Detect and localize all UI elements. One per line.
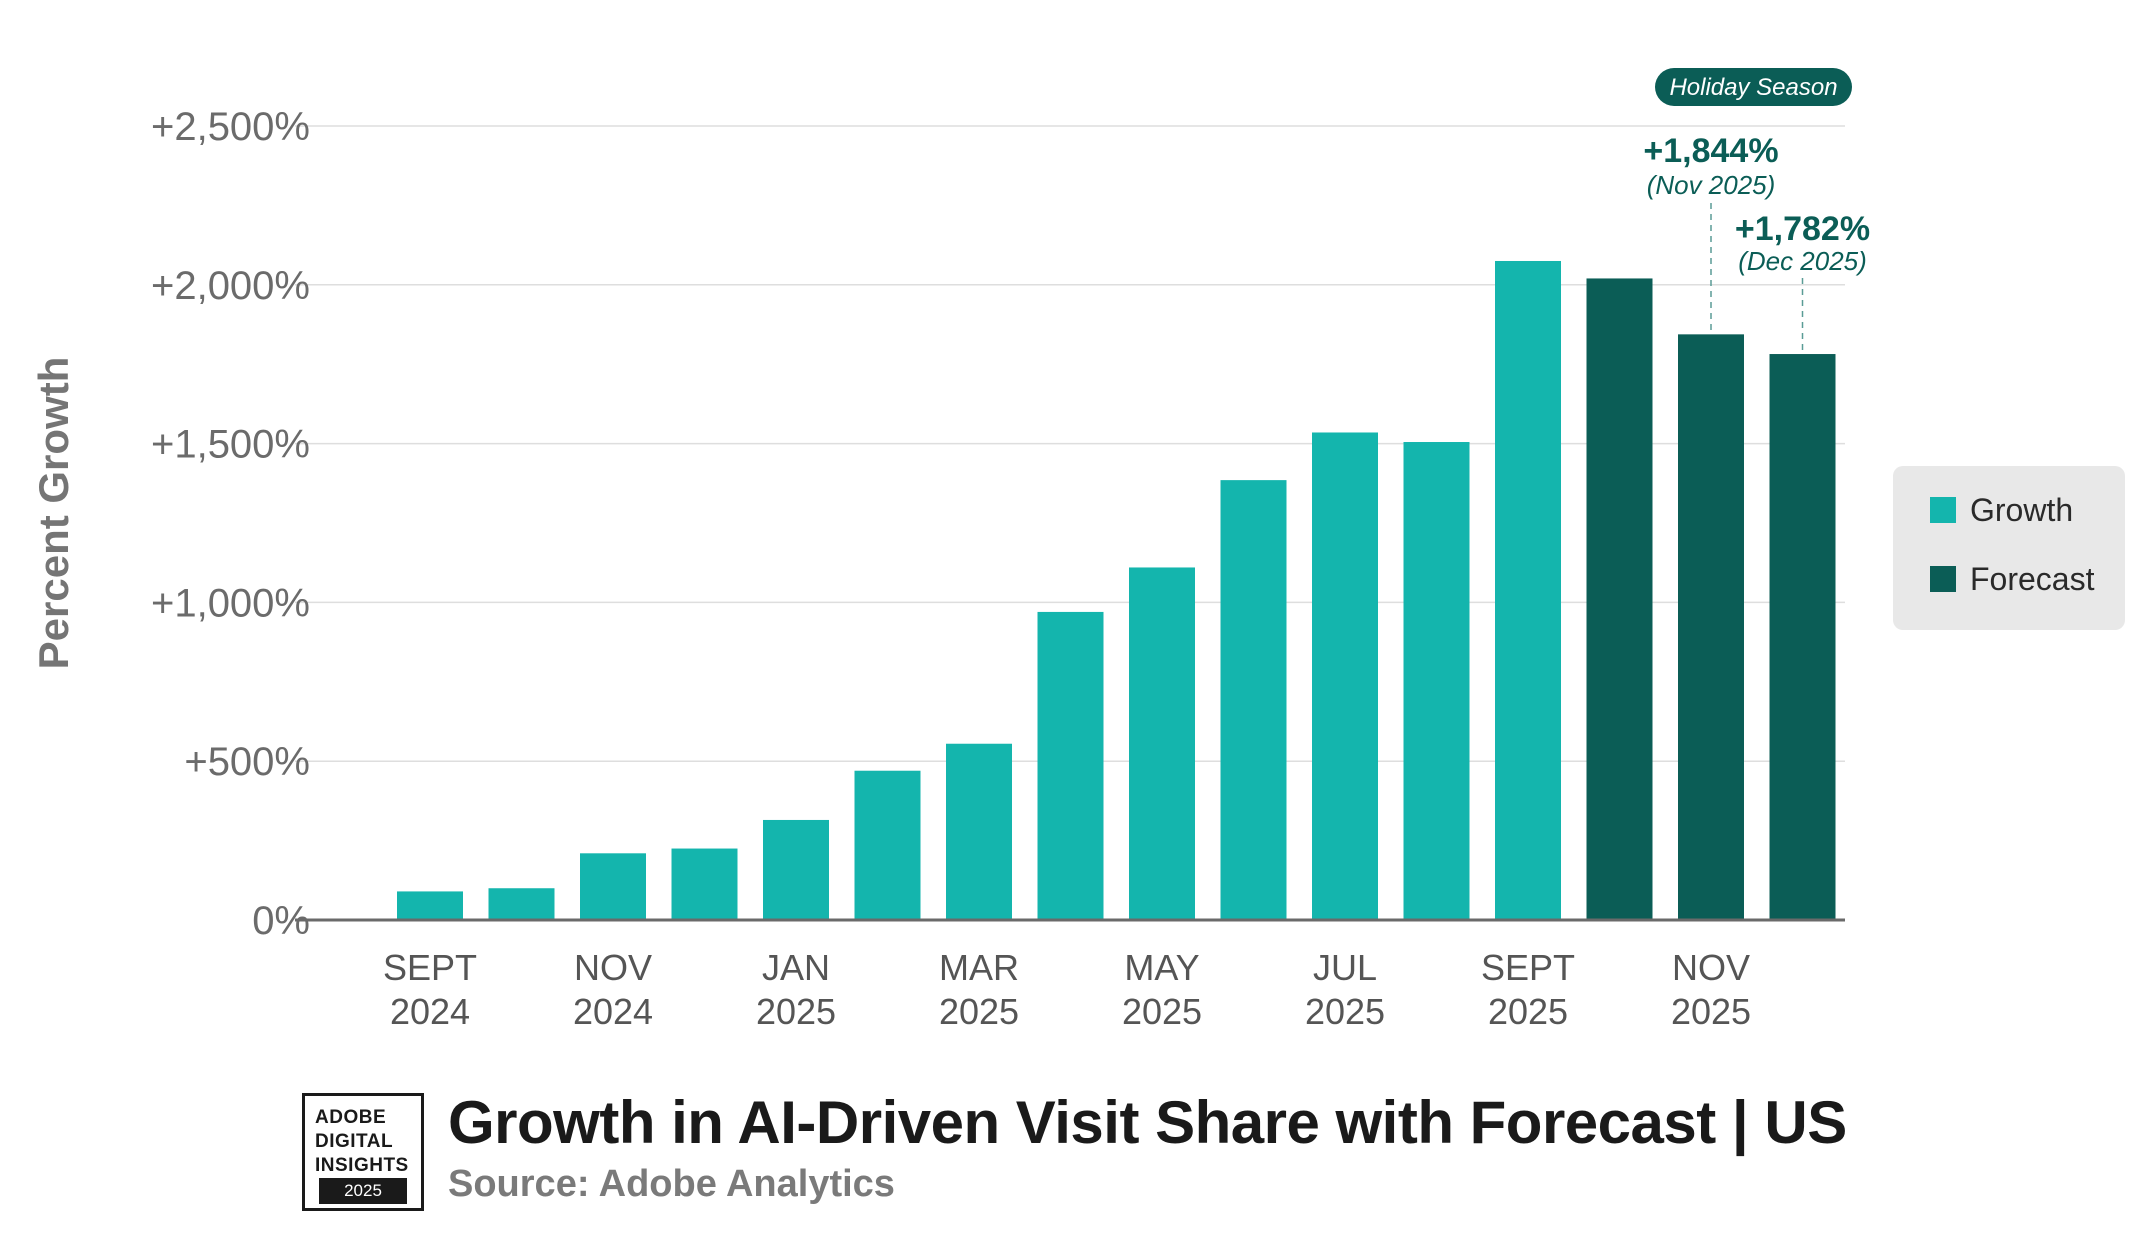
bar-growth	[397, 891, 463, 920]
holiday-season-badge-label: Holiday Season	[1669, 74, 1837, 101]
bar-growth	[1129, 567, 1195, 920]
logo-year: 2025	[319, 1178, 407, 1204]
x-tick-label: 2025	[939, 991, 1019, 1032]
x-tick-label: SEPT	[383, 947, 477, 988]
bar-growth	[671, 848, 738, 920]
annotation-date: (Dec 2025)	[1738, 246, 1867, 276]
x-tick-label: 2024	[390, 991, 470, 1032]
legend-label-growth: Growth	[1970, 492, 2073, 528]
legend-box	[1893, 466, 2125, 630]
bar-growth	[946, 743, 1012, 920]
y-axis-title: Percent Growth	[30, 357, 77, 670]
x-tick-label: 2025	[1671, 991, 1751, 1032]
logo-line-1: ADOBE	[315, 1107, 387, 1128]
bar-growth	[1037, 611, 1104, 920]
annotation-value: +1,844%	[1643, 132, 1778, 170]
x-tick-label: JAN	[762, 947, 830, 988]
x-tick-label: NOV	[574, 947, 652, 988]
x-tick-label: JUL	[1313, 947, 1377, 988]
x-tick-label: 2025	[1488, 991, 1568, 1032]
adobe-digital-insights-logo: ADOBE DIGITAL INSIGHTS 2025	[302, 1093, 424, 1211]
y-tick-label: +1,000%	[151, 581, 310, 625]
legend-swatch-forecast	[1930, 566, 1956, 592]
x-tick-label: 2025	[1122, 991, 1202, 1032]
y-tick-label: +2,000%	[151, 264, 310, 308]
bar-growth	[1220, 480, 1287, 920]
y-tick-label: +500%	[184, 740, 310, 784]
legend-label-forecast: Forecast	[1970, 561, 2095, 597]
bar-growth	[763, 819, 829, 920]
x-tick-label: NOV	[1672, 947, 1750, 988]
x-tick-label: 2024	[573, 991, 653, 1032]
y-tick-label: +1,500%	[151, 423, 310, 467]
bar-forecast	[1769, 354, 1836, 920]
x-tick-label: 2025	[1305, 991, 1385, 1032]
chart-source: Source: Adobe Analytics	[448, 1163, 895, 1205]
annotation-value: +1,782%	[1735, 210, 1870, 248]
y-tick-label: +2,500%	[151, 105, 310, 149]
chart-title: Growth in AI-Driven Visit Share with For…	[448, 1089, 1847, 1156]
x-tick-label: SEPT	[1481, 947, 1575, 988]
annotation-date: (Nov 2025)	[1647, 170, 1776, 200]
bar-forecast	[1678, 334, 1744, 921]
axes: 0%+500%+1,000%+1,500%+2,000%+2,500%SEPT2…	[151, 105, 1845, 1032]
bar-forecast	[1586, 278, 1653, 920]
logo-line-3: INSIGHTS	[315, 1155, 409, 1176]
x-tick-label: MAY	[1124, 947, 1199, 988]
legend-swatch-growth	[1930, 497, 1956, 523]
bar-growth	[854, 770, 921, 920]
bars	[397, 260, 1836, 921]
bar-growth	[1312, 432, 1378, 920]
holiday-season-badge	[1655, 68, 1852, 106]
legend: Growth Forecast	[1893, 466, 2125, 630]
logo-line-2: DIGITAL	[315, 1131, 394, 1152]
bar-growth	[1495, 260, 1561, 921]
bar-growth	[580, 853, 646, 920]
x-tick-label: 2025	[756, 991, 836, 1032]
x-tick-label: MAR	[939, 947, 1019, 988]
bar-growth	[1403, 442, 1470, 920]
bar-growth	[488, 888, 555, 920]
annotations: +1,844%(Nov 2025) +1,782%(Dec 2025) Holida…	[1643, 68, 1870, 351]
